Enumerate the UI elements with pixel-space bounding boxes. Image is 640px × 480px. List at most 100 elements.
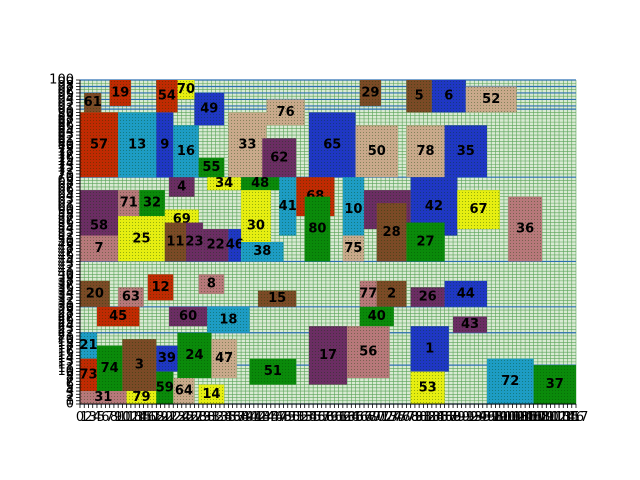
puzzle-tile-62[interactable]: 62 — [262, 138, 297, 178]
puzzle-tile-72[interactable]: 72 — [486, 358, 534, 404]
puzzle-tile-44[interactable]: 44 — [444, 280, 487, 307]
puzzle-tile-24[interactable]: 24 — [177, 332, 212, 379]
puzzle-tile-19[interactable]: 19 — [109, 80, 131, 106]
y-tick-label: 9 — [66, 367, 74, 382]
tile-number-label: 3 — [135, 358, 144, 373]
puzzle-tile-9[interactable]: 9 — [156, 112, 174, 178]
puzzle-tile-1[interactable]: 1 — [410, 326, 449, 372]
x-tick-label: 5 — [97, 410, 105, 425]
tile-texture — [406, 80, 432, 113]
puzzle-tile-6[interactable]: 6 — [431, 80, 466, 113]
puzzle-tile-29[interactable]: 29 — [359, 80, 381, 106]
x-tick-label: 65 — [347, 410, 364, 425]
puzzle-tile-27[interactable]: 27 — [406, 222, 445, 262]
puzzle-tile-14[interactable]: 14 — [198, 384, 225, 404]
y-tick-label: 57 — [57, 212, 74, 227]
puzzle-tile-49[interactable]: 49 — [194, 92, 225, 126]
tile-texture — [156, 80, 178, 113]
puzzle-tile-74[interactable]: 74 — [96, 345, 123, 392]
x-tick-label: 86 — [436, 410, 453, 425]
y-tick-label: 89 — [57, 108, 74, 123]
puzzle-tile-63[interactable]: 63 — [118, 287, 144, 307]
puzzle-tile-37[interactable]: 37 — [533, 365, 576, 404]
puzzle-tile-39[interactable]: 39 — [156, 345, 178, 372]
puzzle-tile-34[interactable]: 34 — [207, 176, 242, 191]
y-tick-label: 70 — [57, 170, 74, 185]
tile-number-label: 29 — [361, 85, 379, 100]
puzzle-tile-59[interactable]: 59 — [156, 371, 174, 404]
puzzle-tile-50[interactable]: 50 — [355, 125, 398, 178]
puzzle-tile-2[interactable]: 2 — [376, 280, 407, 307]
puzzle-tile-5[interactable]: 5 — [406, 80, 432, 113]
puzzle-tile-13[interactable]: 13 — [118, 112, 157, 178]
puzzle-tile-12[interactable]: 12 — [147, 274, 174, 301]
puzzle-tile-18[interactable]: 18 — [207, 306, 250, 333]
puzzle-tile-15[interactable]: 15 — [258, 290, 297, 307]
puzzle-tile-4[interactable]: 4 — [169, 177, 195, 197]
puzzle-tile-46[interactable]: 46 — [226, 229, 244, 262]
x-tick-label: 107 — [521, 410, 546, 425]
puzzle-tile-52[interactable]: 52 — [465, 86, 517, 113]
puzzle-tile-25[interactable]: 25 — [118, 216, 165, 262]
puzzle-tile-3[interactable]: 3 — [122, 339, 157, 392]
puzzle-tile-21[interactable]: 21 — [79, 332, 98, 359]
x-tick-label: 46 — [267, 410, 284, 425]
puzzle-tile-43[interactable]: 43 — [453, 316, 487, 333]
x-tick-label: 53 — [296, 410, 313, 425]
y-tick-label: 82 — [57, 131, 74, 146]
puzzle-tile-53[interactable]: 53 — [410, 371, 445, 404]
puzzle-tile-22[interactable]: 22 — [202, 229, 229, 262]
x-tick-label: 82 — [419, 410, 436, 425]
puzzle-tile-60[interactable]: 60 — [169, 306, 208, 327]
y-tick-label: 66 — [57, 183, 74, 198]
puzzle-tile-8[interactable]: 8 — [198, 274, 225, 294]
puzzle-tile-65[interactable]: 65 — [308, 112, 356, 178]
puzzle-tile-48[interactable]: 48 — [241, 176, 280, 191]
puzzle-tile-32[interactable]: 32 — [139, 190, 165, 217]
puzzle-tile-67[interactable]: 67 — [457, 190, 500, 230]
puzzle-tile-79[interactable]: 79 — [126, 390, 157, 405]
puzzle-tile-78[interactable]: 78 — [406, 125, 445, 178]
puzzle-tile-54[interactable]: 54 — [156, 80, 178, 113]
puzzle-tile-64[interactable]: 64 — [173, 378, 195, 404]
puzzle-tile-11[interactable]: 11 — [164, 222, 186, 262]
puzzle-tile-77[interactable]: 77 — [359, 280, 377, 307]
puzzle-tile-61[interactable]: 61 — [84, 92, 102, 113]
puzzle-tile-7[interactable]: 7 — [80, 235, 119, 262]
tile-texture — [410, 326, 449, 372]
tile-texture — [342, 177, 365, 242]
puzzle-tile-23[interactable]: 23 — [185, 222, 204, 262]
y-tick-label: 78 — [57, 144, 74, 159]
puzzle-tile-17[interactable]: 17 — [308, 326, 348, 385]
puzzle-tile-80[interactable]: 80 — [304, 196, 331, 262]
puzzle-tile-56[interactable]: 56 — [347, 326, 390, 379]
puzzle-tile-73[interactable]: 73 — [79, 358, 98, 392]
puzzle-tile-40[interactable]: 40 — [359, 306, 394, 327]
puzzle-tile-35[interactable]: 35 — [444, 125, 487, 178]
puzzle-tile-31[interactable]: 31 — [80, 390, 127, 405]
puzzle-tile-76[interactable]: 76 — [266, 99, 305, 126]
puzzle-tile-33[interactable]: 33 — [228, 112, 267, 178]
puzzle-tile-57[interactable]: 57 — [80, 112, 119, 178]
puzzle-tile-10[interactable]: 10 — [342, 177, 365, 242]
puzzle-tile-16[interactable]: 16 — [173, 125, 199, 178]
y-tick-label: 38 — [57, 273, 74, 288]
puzzle-tile-71[interactable]: 71 — [118, 190, 140, 217]
x-tick-label: 57 — [313, 410, 330, 425]
x-tick-label: 35 — [220, 410, 237, 425]
puzzle-tile-28[interactable]: 28 — [376, 203, 407, 262]
puzzle-tile-47[interactable]: 47 — [211, 339, 237, 379]
puzzle-tile-75[interactable]: 75 — [342, 235, 365, 262]
puzzle-tile-45[interactable]: 45 — [96, 306, 140, 327]
x-tick-label: 34 — [216, 410, 233, 425]
puzzle-tile-20[interactable]: 20 — [80, 280, 110, 307]
puzzle-tile-51[interactable]: 51 — [249, 358, 297, 385]
puzzle-tile-70[interactable]: 70 — [177, 80, 195, 100]
y-tick-label: 21 — [57, 328, 74, 343]
puzzle-tile-36[interactable]: 36 — [508, 196, 543, 262]
puzzle-tile-41[interactable]: 41 — [279, 177, 297, 236]
puzzle-tile-26[interactable]: 26 — [410, 287, 445, 307]
tile-number-label: 19 — [111, 85, 129, 100]
puzzle-tile-38[interactable]: 38 — [241, 242, 284, 262]
puzzle-tile-55[interactable]: 55 — [198, 157, 225, 178]
